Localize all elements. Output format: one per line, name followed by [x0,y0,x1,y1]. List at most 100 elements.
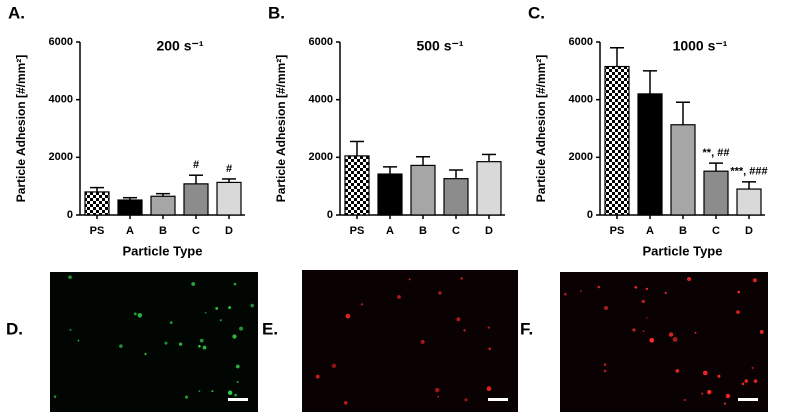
particle [752,278,757,283]
particle [668,332,674,337]
particle [645,287,649,291]
particle [236,380,239,383]
particle [737,290,741,294]
particle [360,303,363,306]
y-axis-label: Particle Adhesion [#/mm²] [274,55,288,203]
particle [463,329,466,332]
bar [703,170,729,216]
particle [234,393,237,397]
particle [227,390,233,395]
y-axis-label: Particle Adhesion [#/mm²] [14,55,28,203]
particle [664,291,667,295]
bar [604,65,630,216]
x-tick-label: D [485,225,493,237]
x-axis-label: Particle Type [643,243,723,258]
y-tick-label: 4000 [569,94,593,106]
particle [460,277,463,280]
y-tick-label: 6000 [569,36,593,48]
particle [219,319,222,322]
x-tick-label: C [712,225,720,237]
annotation: ***, ### [730,166,767,178]
particle [331,363,337,369]
particle [736,310,740,315]
particle [204,311,207,314]
y-tick-label: 6000 [309,36,333,48]
particle [686,276,692,282]
particle [228,306,232,309]
particle [137,313,143,318]
bar [150,195,176,216]
particle [675,368,680,373]
chart-title: 1000 s⁻¹ [673,38,728,54]
particle [119,344,123,348]
particle [487,326,490,329]
y-tick-label: 2000 [309,151,333,163]
particle [741,382,745,386]
particle [178,342,183,346]
particle [597,285,601,289]
particle [169,321,173,324]
particle [164,341,168,345]
particle [344,401,348,405]
particle [759,330,764,334]
chart-title: 200 s⁻¹ [156,38,203,54]
particle [198,344,201,348]
y-tick-label: 0 [587,209,593,221]
x-tick-label: A [646,225,654,237]
particle [77,339,80,342]
particle [488,347,492,351]
x-tick-label: D [745,225,753,237]
particle [408,278,411,281]
x-tick-label: D [225,225,233,237]
particle [420,339,425,344]
bar [117,199,143,216]
particle [701,392,704,395]
particle [649,337,655,343]
particle [191,282,196,286]
annotation: # [226,163,232,175]
bar [410,164,436,216]
image-background [560,272,768,412]
particle [717,374,721,378]
micrograph [560,272,768,412]
particle [397,295,401,299]
particle [707,389,712,395]
particle [683,398,686,402]
x-tick-label: B [159,225,167,237]
image-background [50,272,258,412]
particle [239,326,243,331]
particle [725,393,731,399]
scale-bar [228,398,248,401]
particle [68,275,72,279]
particle [235,364,240,369]
annotation: **, ## [703,147,730,159]
x-tick-label: A [386,225,394,237]
particle [184,395,189,399]
particle [672,337,678,342]
particle [435,387,440,393]
panel-label: E. [262,319,278,338]
y-tick-label: 2000 [49,151,73,163]
particle [345,313,351,319]
particle [211,390,214,393]
micrograph [50,272,258,412]
panel-label: B. [268,3,285,22]
particle [456,317,461,322]
particle [233,282,237,286]
y-axis-label: Particle Adhesion [#/mm²] [534,55,548,203]
y-tick-label: 4000 [309,94,333,106]
bar [736,188,762,216]
particle [744,379,749,383]
particle [199,338,204,343]
bar [377,173,403,216]
panel-label: C. [528,3,545,22]
particle [751,366,754,370]
particle [133,312,137,316]
y-tick-label: 2000 [569,151,593,163]
particle [603,363,607,366]
x-tick-label: PS [90,225,105,237]
annotation: # [193,159,199,171]
panel-label: D. [6,319,23,338]
bar [84,191,110,216]
particle [634,285,638,289]
